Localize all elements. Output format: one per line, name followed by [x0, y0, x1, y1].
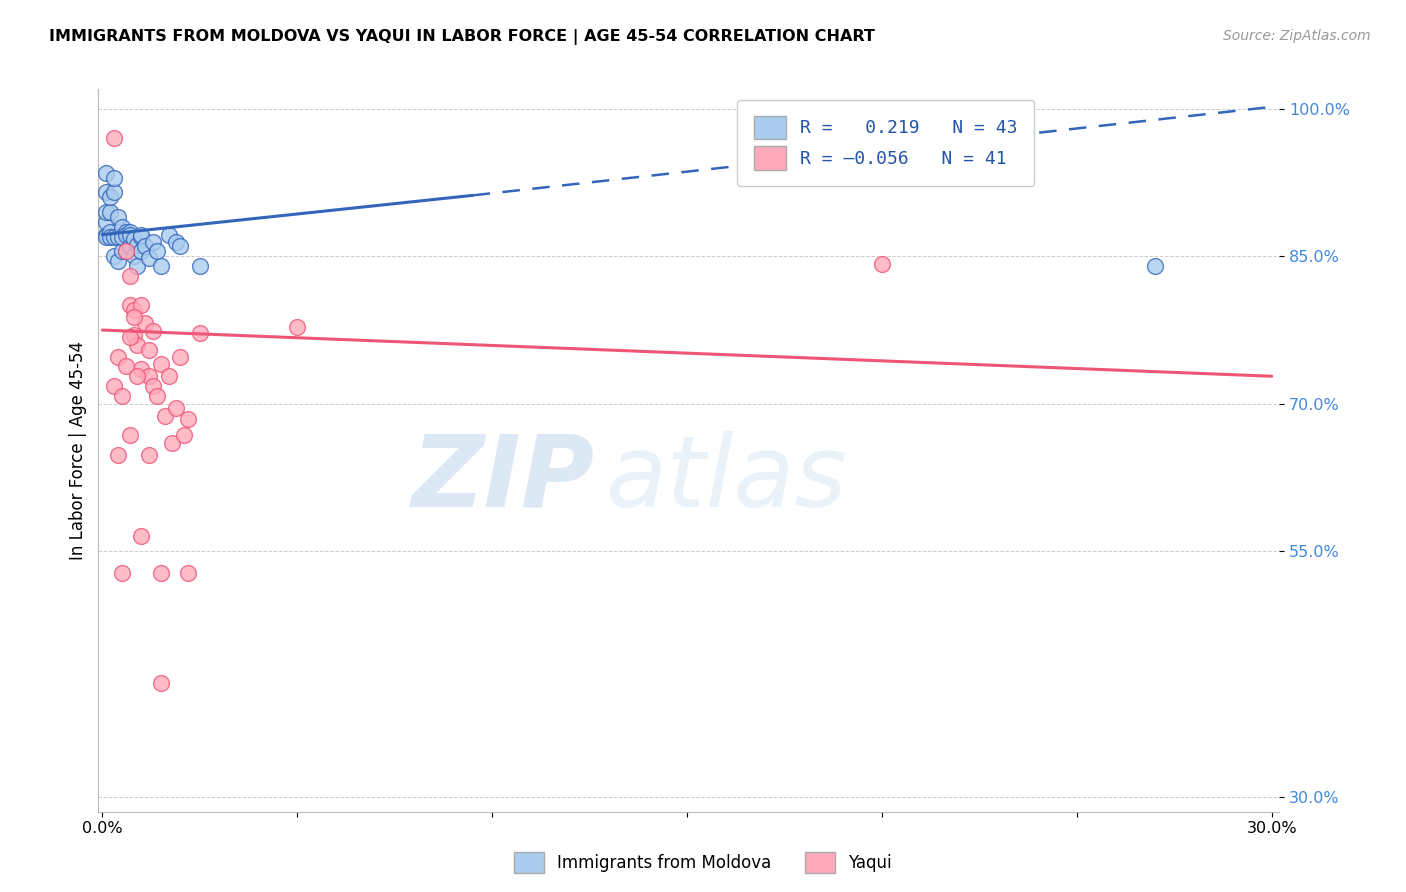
Text: IMMIGRANTS FROM MOLDOVA VS YAQUI IN LABOR FORCE | AGE 45-54 CORRELATION CHART: IMMIGRANTS FROM MOLDOVA VS YAQUI IN LABO…: [49, 29, 875, 45]
Point: [138, 369, 160, 384]
Point: [134, 239, 156, 253]
Point: [142, 379, 165, 393]
Point: [146, 244, 169, 259]
Point: [188, 326, 211, 340]
Point: [129, 227, 152, 242]
Point: [107, 210, 129, 224]
Point: [96, 215, 118, 229]
Point: [96, 186, 118, 200]
Point: [127, 338, 149, 352]
Point: [162, 436, 184, 450]
Point: [103, 229, 125, 244]
Point: [122, 310, 145, 325]
Text: Source: ZipAtlas.com: Source: ZipAtlas.com: [1223, 29, 1371, 43]
Point: [111, 389, 134, 403]
Point: [149, 676, 172, 690]
Point: [173, 428, 195, 442]
Point: [103, 186, 125, 200]
Point: [129, 529, 152, 543]
Point: [103, 379, 125, 393]
Point: [127, 237, 149, 252]
Point: [122, 232, 145, 246]
Point: [142, 324, 165, 338]
Point: [118, 225, 141, 239]
Point: [111, 229, 134, 244]
Point: [149, 566, 172, 580]
Point: [96, 205, 118, 219]
Point: [138, 252, 160, 266]
Point: [118, 227, 141, 242]
Point: [118, 268, 141, 283]
Point: [157, 369, 180, 384]
Point: [111, 244, 134, 259]
Point: [127, 259, 149, 273]
Point: [188, 259, 211, 273]
Point: [96, 229, 118, 244]
Point: [118, 428, 141, 442]
Point: [146, 389, 169, 403]
Point: [122, 303, 145, 318]
Point: [138, 448, 160, 462]
Point: [129, 229, 152, 244]
Legend: Immigrants from Moldova, Yaqui: Immigrants from Moldova, Yaqui: [508, 846, 898, 880]
Point: [98, 229, 121, 244]
Point: [103, 249, 125, 263]
Point: [153, 409, 176, 423]
Point: [103, 170, 125, 185]
Text: atlas: atlas: [606, 431, 848, 528]
Point: [98, 205, 121, 219]
Point: [1143, 259, 1166, 273]
Point: [107, 448, 129, 462]
Point: [149, 259, 172, 273]
Y-axis label: In Labor Force | Age 45-54: In Labor Force | Age 45-54: [69, 341, 87, 560]
Point: [142, 235, 165, 249]
Point: [114, 227, 136, 242]
Point: [177, 411, 200, 425]
Point: [114, 225, 136, 239]
Point: [149, 358, 172, 372]
Point: [107, 350, 129, 364]
Point: [114, 244, 136, 259]
Point: [870, 257, 893, 271]
Point: [118, 330, 141, 344]
Point: [98, 190, 121, 204]
Point: [285, 320, 308, 334]
Point: [177, 566, 200, 580]
Point: [98, 225, 121, 239]
Point: [114, 244, 136, 259]
Point: [129, 362, 152, 376]
Point: [118, 239, 141, 253]
Point: [107, 229, 129, 244]
Point: [169, 239, 191, 253]
Point: [165, 401, 187, 415]
Point: [96, 227, 118, 242]
Point: [103, 131, 125, 145]
Point: [138, 343, 160, 357]
Point: [122, 328, 145, 343]
Point: [169, 350, 191, 364]
Point: [111, 566, 134, 580]
Text: ZIP: ZIP: [412, 431, 595, 528]
Point: [127, 369, 149, 384]
Point: [157, 227, 180, 242]
Point: [114, 359, 136, 374]
Point: [134, 316, 156, 330]
Point: [107, 254, 129, 268]
Point: [129, 298, 152, 312]
Point: [96, 166, 118, 180]
Point: [122, 249, 145, 263]
Point: [118, 298, 141, 312]
Point: [129, 244, 152, 259]
Point: [111, 219, 134, 234]
Point: [165, 235, 187, 249]
Legend: R =   0.219   N = 43, R = –0.056   N = 41: R = 0.219 N = 43, R = –0.056 N = 41: [737, 100, 1035, 186]
